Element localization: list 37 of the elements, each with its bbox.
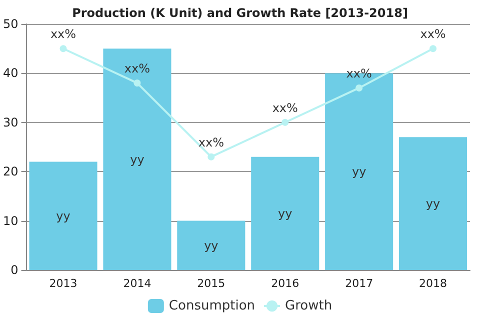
point [282,118,289,126]
x-tick-label: 2013 [49,277,78,290]
y-tick-label: 10 [2,214,18,228]
point [208,153,215,160]
data-label: xx% [272,100,298,115]
bar [177,220,246,270]
y-tick-label: 50 [2,17,18,31]
data-label: yy [352,164,366,179]
x-tick-label: 2014 [123,277,152,290]
data-label: yy [426,196,440,211]
bar [29,162,98,270]
bar [103,48,172,270]
data-label: yy [204,238,218,252]
data-label: yy [278,206,292,220]
legend-label: Growth [285,298,332,314]
legend-label: Consumption [168,298,256,314]
data-label: xx% [50,27,76,42]
y-tick-label: 40 [2,66,18,80]
x-tick-label: 2015 [197,277,226,290]
point [60,45,67,52]
x-tick-label: 2016 [271,277,300,290]
chart-title: Production (K Unit) and Growth Rate [2013-2018] [72,6,408,20]
data-label: xx% [198,135,224,150]
point [356,84,363,92]
data-label: yy [130,152,144,166]
point [430,45,437,52]
bar [399,137,468,270]
data-label: xx% [124,62,150,76]
y-tick-label: 0 [10,263,18,277]
y-tick-label: 30 [2,115,18,130]
data-label: yy [56,208,70,223]
bar [251,156,320,270]
data-label: xx% [420,27,446,42]
x-tick-label: 2017 [345,277,374,290]
y-tick-label: 20 [2,164,18,179]
x-tick-label: 2018 [419,277,448,290]
point [134,80,141,87]
